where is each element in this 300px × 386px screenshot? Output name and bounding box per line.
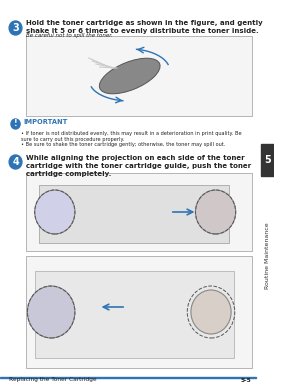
Text: • Be sure to shake the toner cartridge gently; otherwise, the toner may spill ou: • Be sure to shake the toner cartridge g… [21, 142, 225, 147]
Text: 3: 3 [12, 23, 19, 33]
Text: Hold the toner cartridge as shown in the figure, and gently
shake it 5 or 6 time: Hold the toner cartridge as shown in the… [26, 20, 262, 34]
Text: 5-5: 5-5 [241, 378, 251, 383]
Circle shape [196, 190, 236, 234]
Text: • If toner is not distributed evenly, this may result in a deterioration in prin: • If toner is not distributed evenly, th… [21, 131, 242, 142]
Bar [35, 271, 234, 358]
Bar [261, 144, 274, 176]
Circle shape [27, 286, 75, 338]
Text: !: ! [14, 120, 17, 129]
Text: Be careful not to spill the toner.: Be careful not to spill the toner. [26, 32, 112, 37]
Ellipse shape [99, 58, 160, 94]
Text: 5: 5 [264, 155, 271, 165]
Circle shape [11, 119, 20, 129]
Text: Routine Maintenance: Routine Maintenance [265, 223, 270, 290]
Bar [0, 377, 256, 378]
FancyBboxPatch shape [26, 36, 252, 116]
Bar [39, 185, 229, 243]
Text: Replacing the Toner Cartridge: Replacing the Toner Cartridge [9, 378, 97, 383]
FancyBboxPatch shape [26, 173, 252, 251]
Text: While aligning the projection on each side of the toner
cartridge with the toner: While aligning the projection on each si… [26, 155, 251, 177]
Circle shape [9, 155, 22, 169]
Text: 4: 4 [12, 157, 19, 167]
FancyBboxPatch shape [26, 256, 252, 368]
Circle shape [9, 21, 22, 35]
Circle shape [35, 190, 75, 234]
Text: IMPORTANT: IMPORTANT [24, 119, 68, 125]
Circle shape [191, 290, 231, 334]
